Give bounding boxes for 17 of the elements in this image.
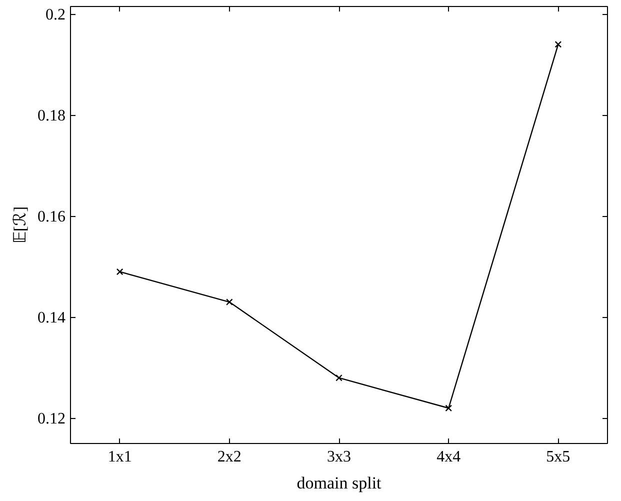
y-tick-label: 0.12 [38,410,66,428]
point [226,298,233,306]
y-tick-label: 0.18 [38,108,66,125]
point [116,268,124,276]
y-tick-label: 0.16 [38,208,66,226]
point [554,40,562,48]
point [336,374,342,382]
x-tick-label: 2x2 [217,448,242,466]
x-tick-label: 5x5 [546,448,570,466]
x-tick-label: 4x4 [436,448,461,466]
x-axis-title: domain split [296,474,382,492]
y-axis-title: 𝔼[ℛ] [10,206,30,244]
y-tick-label: 0.14 [38,310,66,327]
y-tick-label: 0.2 [46,6,66,24]
x-tick-label: 1x1 [108,448,132,466]
point [445,404,452,412]
x-tick-label: 3x3 [327,448,351,466]
